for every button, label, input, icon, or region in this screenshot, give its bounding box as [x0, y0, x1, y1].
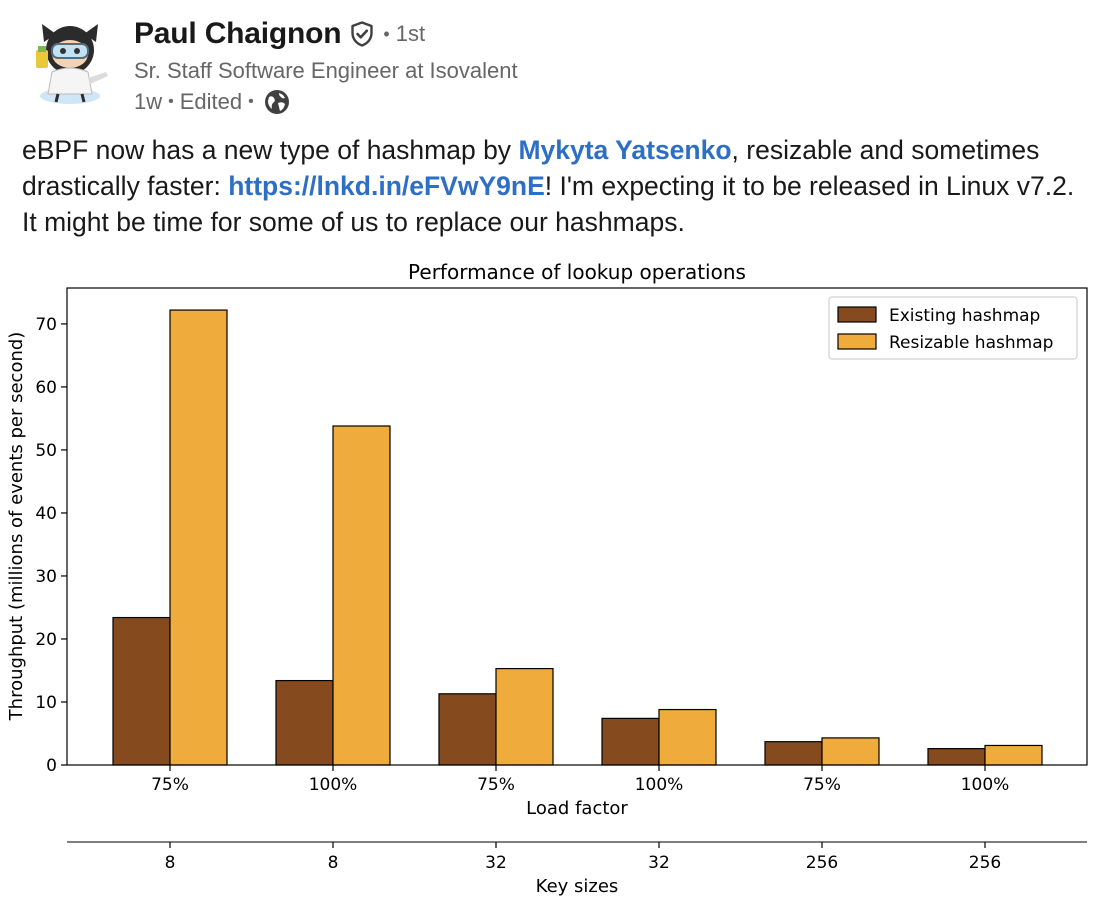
- secondary-tick-label: 8: [328, 853, 339, 873]
- post-body: eBPF now has a new type of hashmap by My…: [22, 132, 1082, 240]
- y-tick-label: 30: [35, 567, 57, 587]
- bar-resizable-3: [658, 708, 717, 766]
- bar-resizable-1: [332, 425, 391, 766]
- x-tick-label: 75%: [151, 775, 189, 795]
- y-axis-label: Throughput (millions of events per secon…: [6, 332, 27, 722]
- bar-existing-2: [438, 693, 497, 766]
- x-tick-label: 75%: [803, 775, 841, 795]
- legend-swatch: [837, 306, 877, 323]
- separator-dot: •: [168, 93, 174, 110]
- author-name[interactable]: Paul Chaignon: [134, 17, 342, 50]
- octocat-scientist-icon: [36, 24, 108, 104]
- bar-existing-3: [601, 717, 660, 766]
- post-text-part: eBPF now has a new type of hashmap by: [22, 135, 519, 165]
- author-block: Paul Chaignon • 1st Sr. Staff Software E…: [134, 14, 518, 118]
- secondary-tick-label: 32: [485, 853, 507, 873]
- x-tick-label: 100%: [961, 775, 1010, 795]
- edited-label: Edited: [179, 89, 243, 114]
- x-axis-label: Load factor: [526, 798, 628, 819]
- plot-frame: [66, 287, 1088, 766]
- chart-title: Performance of lookup operations: [408, 260, 746, 284]
- post-age: 1w: [134, 89, 163, 114]
- bars-layer: [112, 309, 1043, 766]
- y-tick-label: 70: [35, 315, 57, 335]
- bar-existing-0: [112, 616, 171, 766]
- secondary-tick-label: 8: [165, 853, 176, 873]
- y-tick-label: 60: [35, 378, 57, 398]
- y-axis: 0 10 20 30 40 50 60 70: [35, 315, 67, 776]
- avatar[interactable]: [22, 12, 118, 108]
- bar-existing-1: [275, 679, 334, 766]
- connection-degree: 1st: [395, 21, 426, 46]
- separator-dot: •: [248, 93, 254, 110]
- y-tick-label: 40: [35, 504, 57, 524]
- y-tick-label: 20: [35, 630, 57, 650]
- x-tick-label: 100%: [635, 775, 684, 795]
- mention-link[interactable]: Mykyta Yatsenko: [518, 135, 732, 165]
- secondary-x-axis: 8 8 32 32 256 256: [67, 841, 1087, 873]
- y-tick-label: 0: [46, 756, 57, 776]
- verified-shield-icon: [349, 21, 375, 47]
- bar-resizable-5: [984, 744, 1043, 766]
- x-tick-label: 100%: [309, 775, 358, 795]
- bar-resizable-2: [495, 667, 554, 766]
- x-tick-label: 75%: [477, 775, 515, 795]
- bar-existing-5: [927, 748, 986, 766]
- legend-label: Resizable hashmap: [889, 333, 1053, 353]
- y-tick-label: 50: [35, 441, 57, 461]
- author-name-row: Paul Chaignon • 1st: [134, 14, 518, 54]
- y-tick-label: 10: [35, 693, 57, 713]
- chart-image[interactable]: Performance of lookup operations 0 10 20 30…: [0, 252, 1096, 916]
- author-headline: Sr. Staff Software Engineer at Isovalent: [134, 58, 518, 83]
- post-text-part: , resizable and sometimes drastically fa…: [22, 135, 1040, 201]
- bar-chart: Performance of lookup operations 0 10 20 30…: [6, 260, 1088, 897]
- legend-swatch: [837, 333, 877, 350]
- post-text-part: ! I'm expecting it to be released in Lin…: [22, 171, 1075, 237]
- post-meta: 1w • Edited •: [134, 86, 518, 118]
- secondary-tick-label: 256: [969, 853, 1001, 873]
- separator-dot: •: [383, 23, 390, 44]
- legend-label: Existing hashmap: [889, 306, 1040, 326]
- bar-existing-4: [764, 741, 823, 766]
- post-header: Paul Chaignon • 1st Sr. Staff Software E…: [22, 12, 1072, 114]
- legend-box: [828, 296, 1078, 360]
- globe-icon: [264, 89, 290, 115]
- bar-resizable-4: [821, 737, 880, 766]
- legend: Existing hashmap Resizable hashmap: [828, 296, 1078, 360]
- secondary-tick-label: 32: [648, 853, 670, 873]
- secondary-x-axis-label: Key sizes: [536, 876, 619, 897]
- external-link[interactable]: https://lnkd.in/eFVwY9nE: [228, 171, 545, 201]
- bar-resizable-0: [169, 309, 228, 766]
- secondary-tick-label: 256: [806, 853, 838, 873]
- x-axis: 75% 100% 75% 100% 75% 100%: [151, 765, 1009, 795]
